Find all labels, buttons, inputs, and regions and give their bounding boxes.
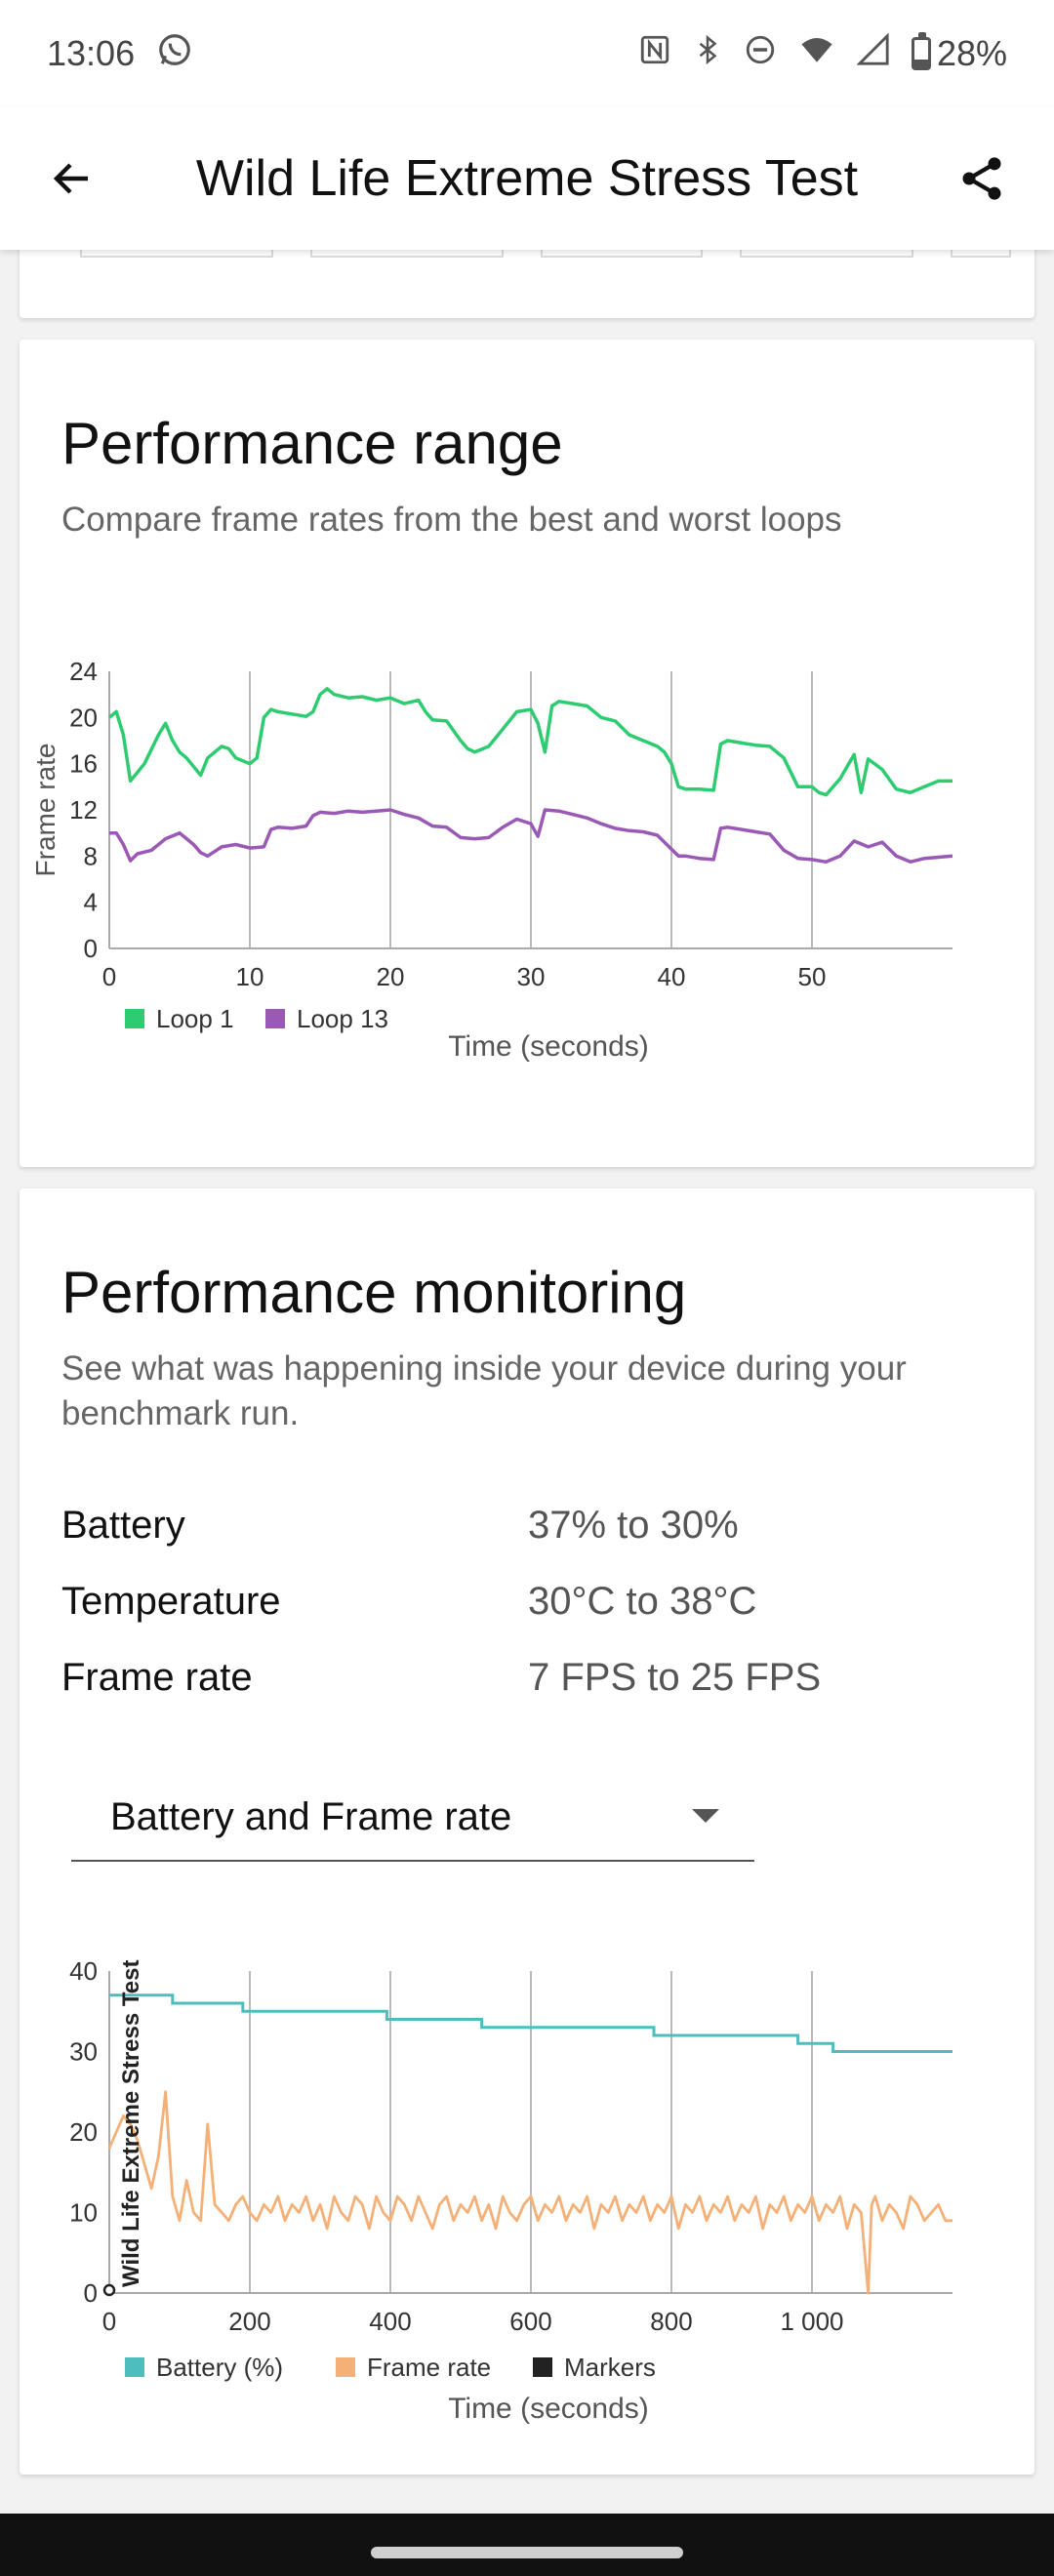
x-tick-label: 10 xyxy=(236,962,264,991)
dropdown-selected-value: Battery and Frame rate xyxy=(110,1794,512,1838)
stat-label: Temperature xyxy=(61,1579,281,1623)
status-time: 13:06 xyxy=(47,33,136,73)
frame-rate-chart: 0 10 20 30 40 50 0 4 8 12 16 20 24 Frame rate Time (se… xyxy=(30,657,953,1063)
page-title: Wild Life Extreme Stress Test xyxy=(195,150,859,207)
x-tick-label: 800 xyxy=(650,2307,692,2336)
section-title: Performance monitoring xyxy=(61,1260,687,1325)
frame-rate-line xyxy=(107,2090,953,2295)
y-tick-label: 4 xyxy=(84,888,98,917)
y-tick-label: 30 xyxy=(69,2037,98,2067)
navigation-bar xyxy=(0,2514,1054,2576)
stat-value: 7 FPS to 25 FPS xyxy=(528,1655,822,1699)
section-subtitle: Compare frame rates from the best and wo… xyxy=(61,501,842,539)
score-tile[interactable] xyxy=(951,250,1011,258)
marker-point xyxy=(102,2283,116,2297)
y-tick-label: 8 xyxy=(84,841,98,870)
y-tick-label: 16 xyxy=(69,749,98,779)
x-axis-label: Time (seconds) xyxy=(448,1030,649,1063)
x-tick-label: 1 000 xyxy=(780,2307,843,2336)
app-bar: Wild Life Extreme Stress Test xyxy=(0,107,1054,250)
signal-icon xyxy=(856,31,890,75)
do-not-disturb-icon xyxy=(744,33,777,75)
wifi-icon xyxy=(798,33,835,75)
legend-label: Markers xyxy=(564,2353,656,2382)
legend-swatch xyxy=(125,1009,144,1028)
x-tick-label: 200 xyxy=(228,2307,270,2336)
battery-percentage: 28% xyxy=(936,33,1007,73)
score-tile[interactable] xyxy=(740,250,913,258)
performance-range-card: Performance range Compare frame rates fr… xyxy=(20,340,1034,1167)
x-tick-label: 20 xyxy=(377,962,405,991)
series-line-2 xyxy=(109,808,953,865)
chart-metric-dropdown[interactable]: Battery and Frame rate xyxy=(71,1774,754,1862)
legend-swatch xyxy=(125,2357,144,2377)
stat-frame-rate: Frame rate 7 FPS to 25 FPS xyxy=(61,1639,1018,1715)
stat-battery: Battery 37% to 30% xyxy=(61,1487,1018,1563)
score-tile[interactable] xyxy=(80,250,273,258)
legend-swatch xyxy=(533,2357,552,2377)
share-icon xyxy=(962,157,1001,200)
bluetooth-icon xyxy=(693,33,722,75)
y-tick-label: 24 xyxy=(69,657,98,686)
y-tick-label: 20 xyxy=(69,2117,98,2147)
back-button[interactable] xyxy=(31,138,113,220)
y-tick-label: 20 xyxy=(69,703,98,732)
legend-label: Loop 1 xyxy=(156,1004,234,1033)
x-tick-label: 400 xyxy=(369,2307,411,2336)
stat-label: Frame rate xyxy=(61,1655,253,1699)
x-tick-label: 40 xyxy=(658,962,686,991)
stat-value: 37% to 30% xyxy=(528,1503,739,1547)
x-axis-label: Time (seconds) xyxy=(448,2393,649,2425)
x-tick-label: 30 xyxy=(517,962,546,991)
series-line-1 xyxy=(107,687,953,797)
stat-value: 30°C to 38°C xyxy=(528,1579,757,1623)
legend-swatch xyxy=(336,2357,355,2377)
y-tick-label: 10 xyxy=(69,2198,98,2228)
battery-icon xyxy=(911,32,931,70)
whatsapp-icon xyxy=(156,31,193,77)
legend-label: Loop 13 xyxy=(297,1004,388,1033)
arrow-back-icon xyxy=(53,163,88,194)
section-title: Performance range xyxy=(61,411,563,476)
performance-monitoring-card: Performance monitoring See what was happ… xyxy=(20,1188,1034,2475)
dropdown-arrow-icon xyxy=(692,1809,719,1823)
x-tick-label: 50 xyxy=(798,962,827,991)
y-tick-label: 0 xyxy=(84,2278,98,2308)
x-tick-label: 0 xyxy=(102,962,116,991)
home-gesture-handle[interactable] xyxy=(371,2547,683,2558)
status-bar: 13:06 28% xyxy=(0,0,1054,107)
y-axis-label: Frame rate xyxy=(30,744,61,877)
battery-line xyxy=(109,1993,953,2053)
x-tick-label: 0 xyxy=(102,2307,116,2336)
legend-swatch xyxy=(265,1009,285,1028)
x-tick-label: 600 xyxy=(509,2307,551,2336)
nfc-icon xyxy=(638,33,671,75)
score-tile[interactable] xyxy=(541,250,703,258)
y-tick-label: 0 xyxy=(84,934,98,963)
stat-label: Battery xyxy=(61,1503,185,1547)
stat-temperature: Temperature 30°C to 38°C xyxy=(61,1563,1018,1639)
marker-label: Wild Life Extreme Stress Test xyxy=(118,1960,144,2287)
stats-list: Battery 37% to 30% Temperature 30°C to 3… xyxy=(61,1487,1018,1715)
legend-label: Battery (%) xyxy=(156,2353,283,2382)
section-subtitle: See what was happening inside your devic… xyxy=(61,1349,907,1432)
legend-label: Frame rate xyxy=(367,2353,491,2382)
score-tile[interactable] xyxy=(310,250,504,258)
y-tick-label: 12 xyxy=(69,795,98,825)
share-button[interactable] xyxy=(941,138,1023,220)
monitoring-chart: 0 200 400 600 800 1 000 0 10 20 30 40 Wild Life Ext… xyxy=(69,1956,953,2425)
y-tick-label: 40 xyxy=(69,1956,98,1986)
